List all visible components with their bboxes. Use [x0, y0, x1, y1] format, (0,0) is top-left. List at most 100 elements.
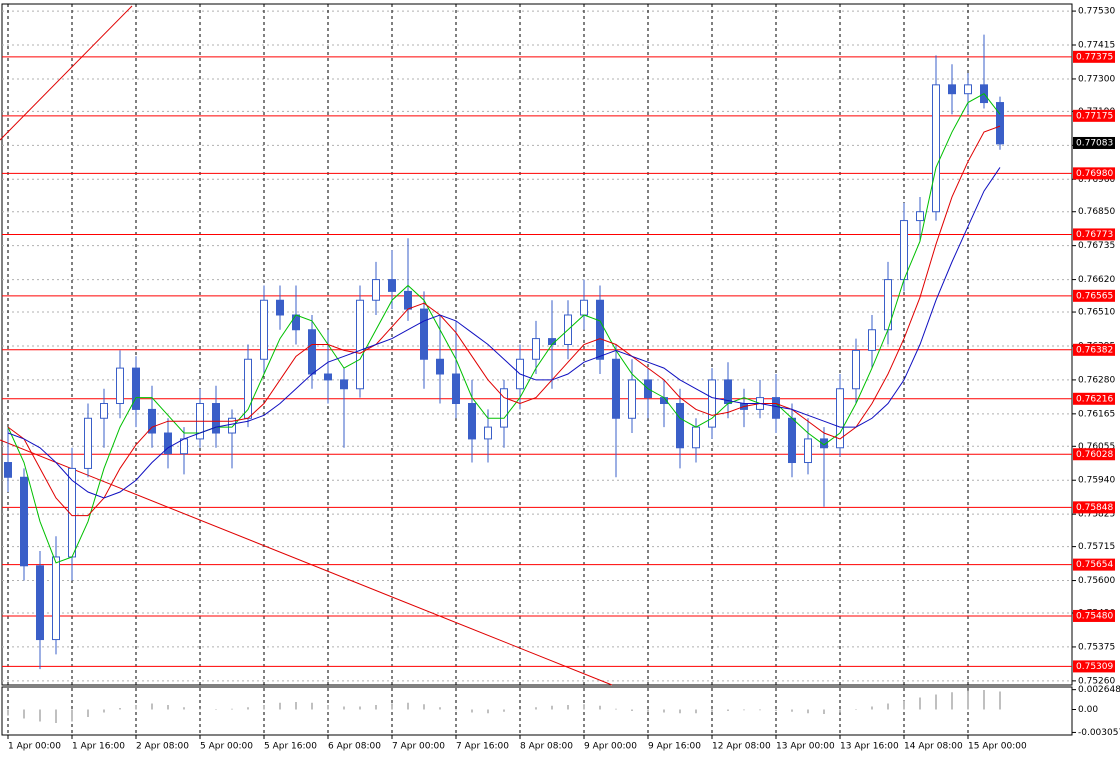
histogram-bar — [599, 705, 601, 710]
y-tick-label: 0.75260 — [1078, 676, 1115, 686]
histogram-bar — [119, 708, 121, 710]
x-tick-label: 12 Apr 08:00 — [712, 742, 771, 752]
y-tick-label: 0.77530 — [1078, 7, 1115, 17]
x-tick-label: 1 Apr 16:00 — [72, 742, 125, 752]
trend-line — [0, 5, 133, 141]
histogram-bar — [327, 705, 329, 710]
candle-body — [452, 373, 460, 405]
x-tick-label: 7 Apr 00:00 — [392, 742, 445, 752]
y-tick-label: 0.76165 — [1078, 409, 1115, 419]
candle-body — [900, 220, 908, 281]
candle-body — [500, 388, 508, 428]
candle-body — [180, 438, 188, 455]
level-label-box — [1073, 50, 1115, 63]
level-label-box — [1073, 660, 1115, 673]
level-label: 0.76382 — [1076, 345, 1113, 355]
level-label: 0.75309 — [1076, 662, 1113, 672]
candle-body — [4, 462, 12, 478]
histogram-bar — [151, 703, 153, 710]
candle-body — [804, 438, 812, 464]
histogram-bar — [87, 709, 89, 717]
x-tick-label: 8 Apr 08:00 — [520, 742, 573, 752]
histogram-bar — [823, 709, 825, 714]
level-label-box — [1073, 501, 1115, 514]
candle-body — [100, 403, 108, 419]
x-tick-label: 7 Apr 16:00 — [456, 742, 509, 752]
level-label: 0.77375 — [1076, 52, 1113, 62]
candle-body — [260, 299, 268, 360]
candle-body — [692, 426, 700, 449]
candle-body — [468, 403, 476, 440]
candle-body — [84, 417, 92, 469]
histogram-bar — [839, 709, 841, 713]
histogram-bar — [807, 709, 809, 714]
candle-body — [132, 367, 140, 410]
candle-body — [436, 358, 444, 375]
y-tick-label: 0.76735 — [1078, 241, 1115, 251]
candle-body — [340, 379, 348, 390]
y-tick-label: -0.003057 — [1078, 728, 1120, 738]
level-label: 0.75654 — [1076, 560, 1113, 570]
candle-body — [228, 417, 236, 434]
level-label-box — [1073, 109, 1115, 122]
candle-body — [548, 338, 556, 345]
candle-body — [52, 556, 60, 641]
histogram-bar — [231, 708, 233, 710]
candle-body — [356, 299, 364, 390]
candle-body — [388, 279, 396, 292]
candle-body — [852, 349, 860, 390]
histogram-bar — [375, 705, 377, 710]
histogram-bar — [359, 706, 361, 710]
x-tick-label: 15 Apr 00:00 — [968, 742, 1027, 752]
histogram-bar — [279, 702, 281, 710]
histogram-bar — [503, 709, 505, 712]
candle-body — [868, 329, 876, 351]
plot — [0, 5, 1072, 723]
histogram-bar — [311, 702, 313, 710]
candle-body — [164, 432, 172, 455]
level-label-box — [1073, 609, 1115, 622]
histogram-bar — [951, 692, 953, 710]
histogram-bar — [791, 709, 793, 712]
histogram-bar — [935, 694, 937, 710]
x-tick-label: 9 Apr 00:00 — [584, 742, 637, 752]
candle-body — [20, 476, 28, 567]
candle-body — [836, 388, 844, 449]
histogram-bar — [215, 709, 217, 710]
current-price: 0.77083 — [1076, 138, 1113, 148]
y-tick-label: 0.76620 — [1078, 275, 1115, 285]
level-label: 0.75480 — [1076, 611, 1113, 621]
x-tick-label: 9 Apr 16:00 — [648, 742, 701, 752]
y-tick-label: 0.75940 — [1078, 476, 1115, 486]
y-tick-label: 0.76280 — [1078, 375, 1115, 385]
price-label-box — [1073, 136, 1115, 149]
candle-body — [788, 417, 796, 464]
histogram-bar — [343, 706, 345, 710]
candle-body — [324, 373, 332, 381]
candle-body — [372, 279, 380, 301]
ma-line — [7, 125, 1001, 517]
x-tick-label: 13 Apr 00:00 — [776, 742, 835, 752]
y-tick-label: 0.002648 — [1078, 685, 1120, 695]
y-tick-label: 0.75825 — [1078, 510, 1115, 520]
y-tick-label: 0.75715 — [1078, 542, 1115, 552]
histogram-bar — [663, 709, 665, 713]
candle-body — [532, 338, 540, 360]
level-label-box — [1073, 392, 1115, 405]
candle-body — [404, 290, 412, 310]
candle-body — [36, 565, 44, 641]
candle-body — [772, 397, 780, 419]
x-tick-label: 5 Apr 00:00 — [200, 742, 253, 752]
level-label: 0.75848 — [1076, 503, 1113, 513]
x-tick-label: 6 Apr 08:00 — [328, 742, 381, 752]
candle-body — [292, 314, 300, 331]
histogram-bar — [39, 709, 41, 722]
level-label-box — [1073, 558, 1115, 571]
indicator-panel — [1, 686, 1073, 736]
histogram-bar — [471, 709, 473, 713]
histogram-bar — [759, 709, 761, 711]
histogram-bar — [7, 709, 9, 716]
histogram-bar — [439, 707, 441, 710]
histogram-bar — [919, 697, 921, 710]
histogram-bar — [967, 690, 969, 710]
